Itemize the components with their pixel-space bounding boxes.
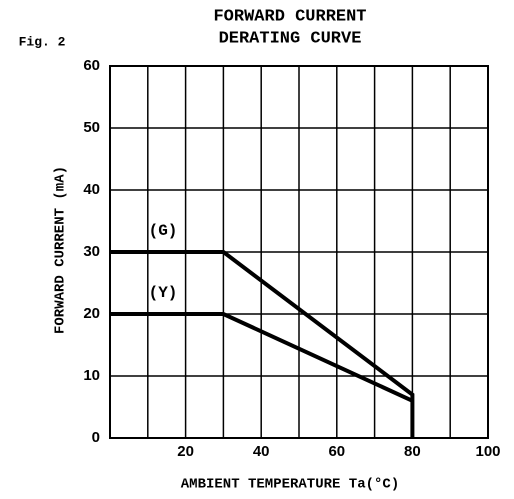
y-axis-label: FORWARD CURRENT (mA) bbox=[53, 166, 69, 334]
y-tick-label: 30 bbox=[83, 243, 100, 260]
x-tick-label: 40 bbox=[253, 443, 270, 460]
y-tick-label: 0 bbox=[92, 429, 100, 446]
x-tick-label: 100 bbox=[475, 443, 500, 460]
data-line bbox=[110, 312, 414, 403]
series-label: (G) bbox=[149, 222, 178, 240]
data-line bbox=[110, 250, 415, 438]
figure-label: Fig. 2 bbox=[19, 34, 66, 49]
chart-title: DERATING CURVE bbox=[219, 29, 362, 48]
y-tick-label: 20 bbox=[83, 305, 100, 322]
x-axis-label: AMBIENT TEMPERATURE Ta(°C) bbox=[181, 477, 399, 493]
y-tick-label: 40 bbox=[83, 181, 100, 198]
x-tick-label: 80 bbox=[404, 443, 421, 460]
chart-title: FORWARD CURRENT bbox=[213, 7, 366, 26]
x-tick-label: 20 bbox=[177, 443, 194, 460]
y-tick-label: 50 bbox=[83, 119, 100, 136]
y-tick-label: 60 bbox=[83, 57, 100, 74]
y-tick-label: 10 bbox=[83, 367, 100, 384]
series-label: (Y) bbox=[149, 284, 178, 302]
x-tick-label: 60 bbox=[328, 443, 345, 460]
